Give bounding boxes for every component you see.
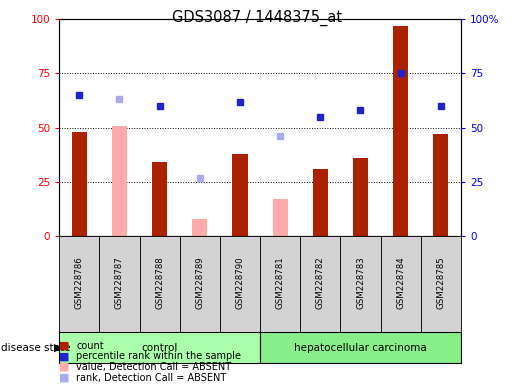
Bar <box>272 199 288 236</box>
Bar <box>152 162 167 236</box>
Text: GSM228781: GSM228781 <box>276 256 285 309</box>
Text: GSM228782: GSM228782 <box>316 256 325 309</box>
Bar <box>59 332 260 363</box>
Bar <box>433 134 449 236</box>
Bar <box>220 236 260 332</box>
Text: percentile rank within the sample: percentile rank within the sample <box>76 351 241 361</box>
Text: disease state: disease state <box>1 343 71 353</box>
Text: ■: ■ <box>59 373 70 383</box>
Bar <box>421 236 461 332</box>
Bar <box>99 236 140 332</box>
Text: rank, Detection Call = ABSENT: rank, Detection Call = ABSENT <box>76 373 227 383</box>
Text: GSM228783: GSM228783 <box>356 256 365 309</box>
Text: ■: ■ <box>59 362 70 372</box>
Text: GSM228790: GSM228790 <box>235 256 245 309</box>
Text: value, Detection Call = ABSENT: value, Detection Call = ABSENT <box>76 362 231 372</box>
Bar <box>300 236 340 332</box>
Bar <box>260 332 461 363</box>
Text: GSM228787: GSM228787 <box>115 256 124 309</box>
Text: GSM228788: GSM228788 <box>155 256 164 309</box>
Text: ■: ■ <box>59 341 70 351</box>
Bar <box>313 169 328 236</box>
Text: control: control <box>142 343 178 353</box>
Text: GDS3087 / 1448375_at: GDS3087 / 1448375_at <box>173 10 342 26</box>
Bar <box>112 126 127 236</box>
Text: GSM228784: GSM228784 <box>396 256 405 309</box>
Bar <box>59 236 99 332</box>
Bar <box>260 236 300 332</box>
Bar <box>381 236 421 332</box>
Text: GSM228786: GSM228786 <box>75 256 84 309</box>
Text: GSM228789: GSM228789 <box>195 256 204 309</box>
Text: ■: ■ <box>59 351 70 361</box>
Text: count: count <box>76 341 104 351</box>
Text: GSM228785: GSM228785 <box>436 256 445 309</box>
Bar <box>72 132 87 236</box>
Bar <box>353 158 368 236</box>
Text: ▶: ▶ <box>54 343 62 353</box>
Bar <box>192 219 208 236</box>
Bar <box>232 154 248 236</box>
Bar <box>393 26 408 236</box>
Bar <box>180 236 220 332</box>
Text: hepatocellular carcinoma: hepatocellular carcinoma <box>294 343 427 353</box>
Bar <box>340 236 381 332</box>
Bar <box>140 236 180 332</box>
